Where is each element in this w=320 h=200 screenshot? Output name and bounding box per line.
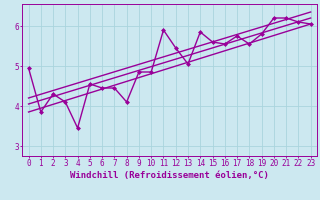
X-axis label: Windchill (Refroidissement éolien,°C): Windchill (Refroidissement éolien,°C)	[70, 171, 269, 180]
